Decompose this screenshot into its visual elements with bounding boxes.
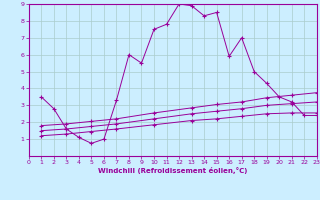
X-axis label: Windchill (Refroidissement éolien,°C): Windchill (Refroidissement éolien,°C) bbox=[98, 167, 247, 174]
